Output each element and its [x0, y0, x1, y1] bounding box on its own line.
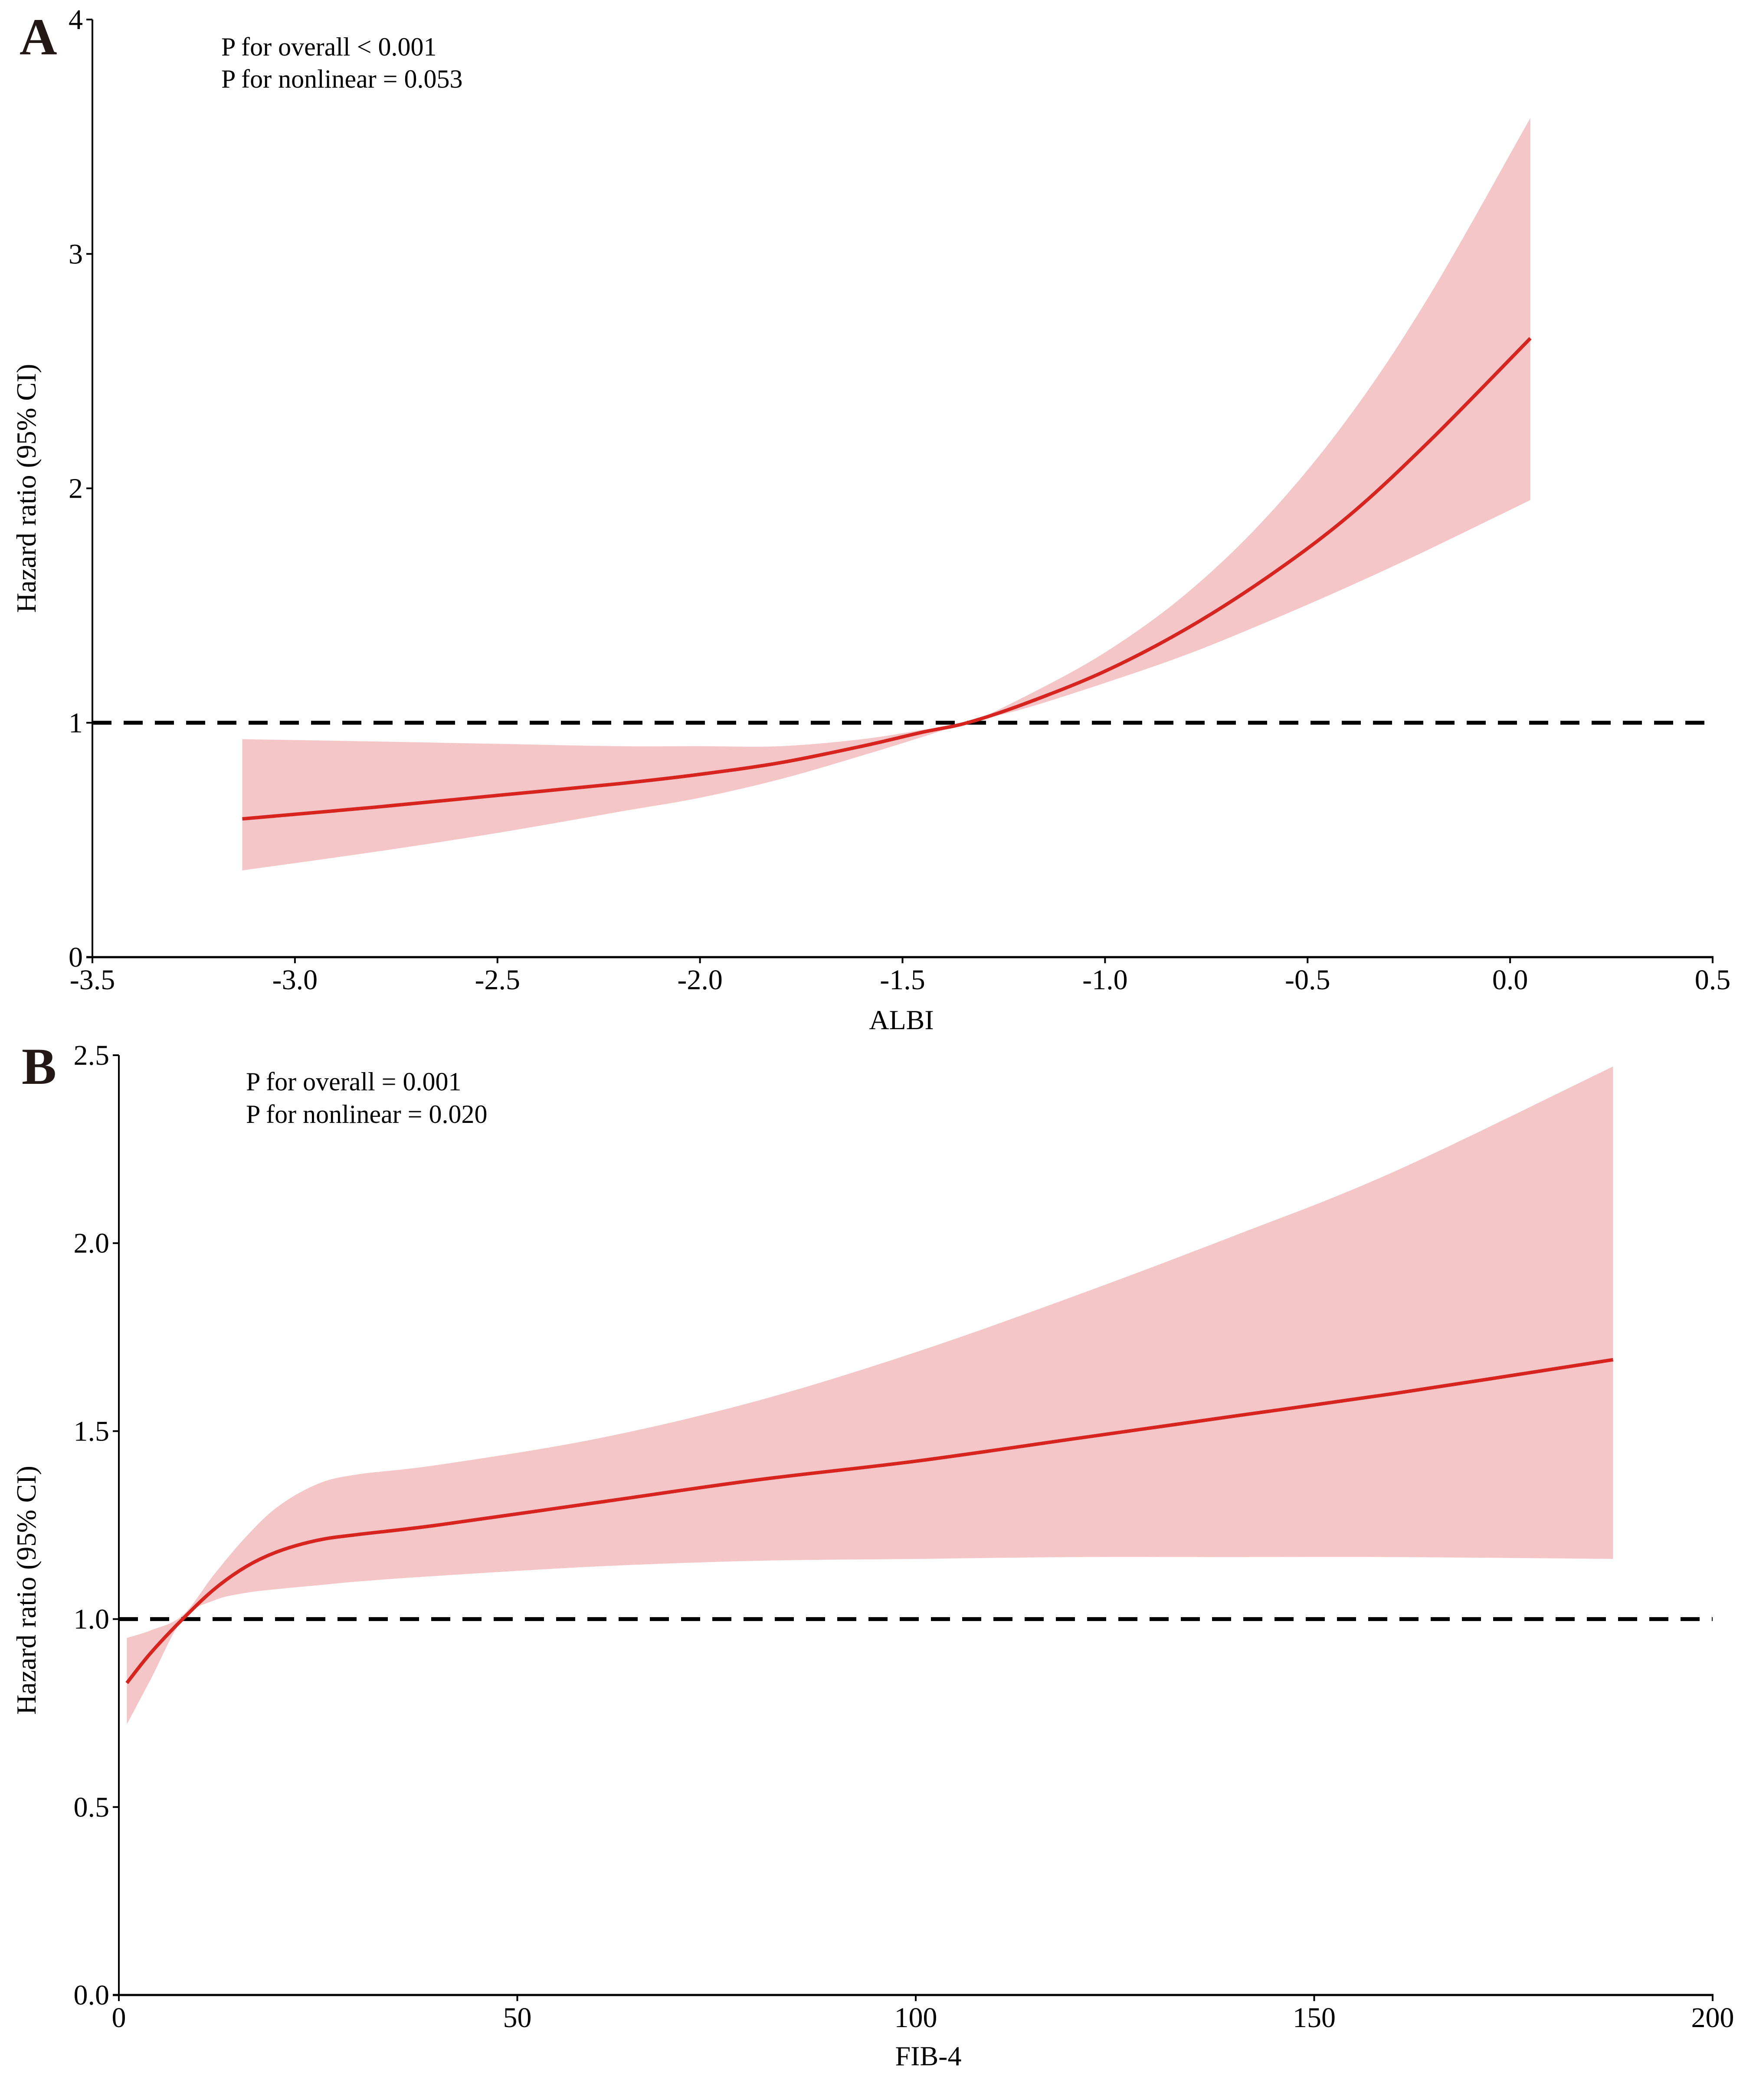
p-nonlinear-a: P for nonlinear = 0.053: [221, 65, 463, 93]
hr-curve-a: [242, 337, 1532, 821]
y-ticks-b: 0.0 0.5 1.0 1.5 2.0 2.5: [74, 1040, 119, 2011]
p-overall-b: P for overall = 0.001: [246, 1067, 462, 1096]
x-ticks-b: 0 50 100 150 200: [112, 1995, 1734, 2034]
panel-letter-b: B: [22, 1037, 56, 1095]
y-tick-label: 2.0: [74, 1227, 110, 1259]
x-tick-label: -2.5: [475, 964, 520, 996]
x-axis-title-b: FIB-4: [895, 2041, 962, 2071]
panel-b: B 0.0 0.5 1.0 1.5 2.0 2.5 0 50 100 150 200 Hazard…: [11, 1037, 1734, 2071]
y-tick-label: 0.0: [74, 1979, 110, 2011]
x-ticks-a: -3.5 -3.0 -2.5 -2.0 -1.5 -1.0 -0.5 0.0 0.5: [70, 957, 1730, 996]
x-tick-label: 200: [1691, 2002, 1734, 2034]
x-tick-label: -0.5: [1285, 964, 1330, 996]
y-ticks-a: 0 1 2 3 4: [69, 4, 92, 973]
x-tick-label: -1.0: [1082, 964, 1127, 996]
panel-letter-a: A: [20, 8, 57, 66]
p-overall-a: P for overall < 0.001: [221, 33, 437, 61]
hr-curve-b: [125, 1358, 1614, 1684]
y-tick-label: 1.0: [74, 1604, 110, 1635]
x-axis-title-a: ALBI: [869, 1004, 934, 1035]
y-tick-label: 3: [69, 238, 83, 270]
x-tick-label: 50: [503, 2002, 532, 2034]
x-tick-label: 100: [894, 2002, 937, 2034]
p-nonlinear-b: P for nonlinear = 0.020: [246, 1100, 488, 1129]
x-tick-label: -1.5: [880, 964, 925, 996]
y-tick-label: 0: [69, 942, 83, 973]
x-tick-label: 0: [112, 2002, 126, 2034]
confidence-band-b: [127, 1066, 1613, 1725]
confidence-band-a: [242, 118, 1530, 871]
x-tick-label: -3.0: [272, 964, 318, 996]
x-tick-label: -3.5: [70, 964, 115, 996]
y-tick-label: 0.5: [74, 1792, 110, 1823]
y-tick-label: 2.5: [74, 1040, 110, 1071]
x-tick-label: 150: [1293, 2002, 1336, 2034]
x-tick-label: 0.0: [1492, 964, 1528, 996]
y-axis-title-b: Hazard ratio (95% CI): [11, 1466, 42, 1715]
x-tick-label: -2.0: [677, 964, 722, 996]
y-axis-title-a: Hazard ratio (95% CI): [11, 364, 42, 613]
y-tick-label: 1: [69, 707, 83, 739]
y-tick-label: 1.5: [74, 1415, 110, 1447]
y-tick-label: 2: [69, 473, 83, 505]
y-tick-label: 4: [69, 4, 83, 36]
panel-a: A 0 1 2 3 4 -3.5 -3.0 -2.5 -2.0 -1.5 -1.0 -0.5 0.0 0…: [11, 4, 1730, 1035]
x-tick-label: 0.5: [1695, 964, 1731, 996]
